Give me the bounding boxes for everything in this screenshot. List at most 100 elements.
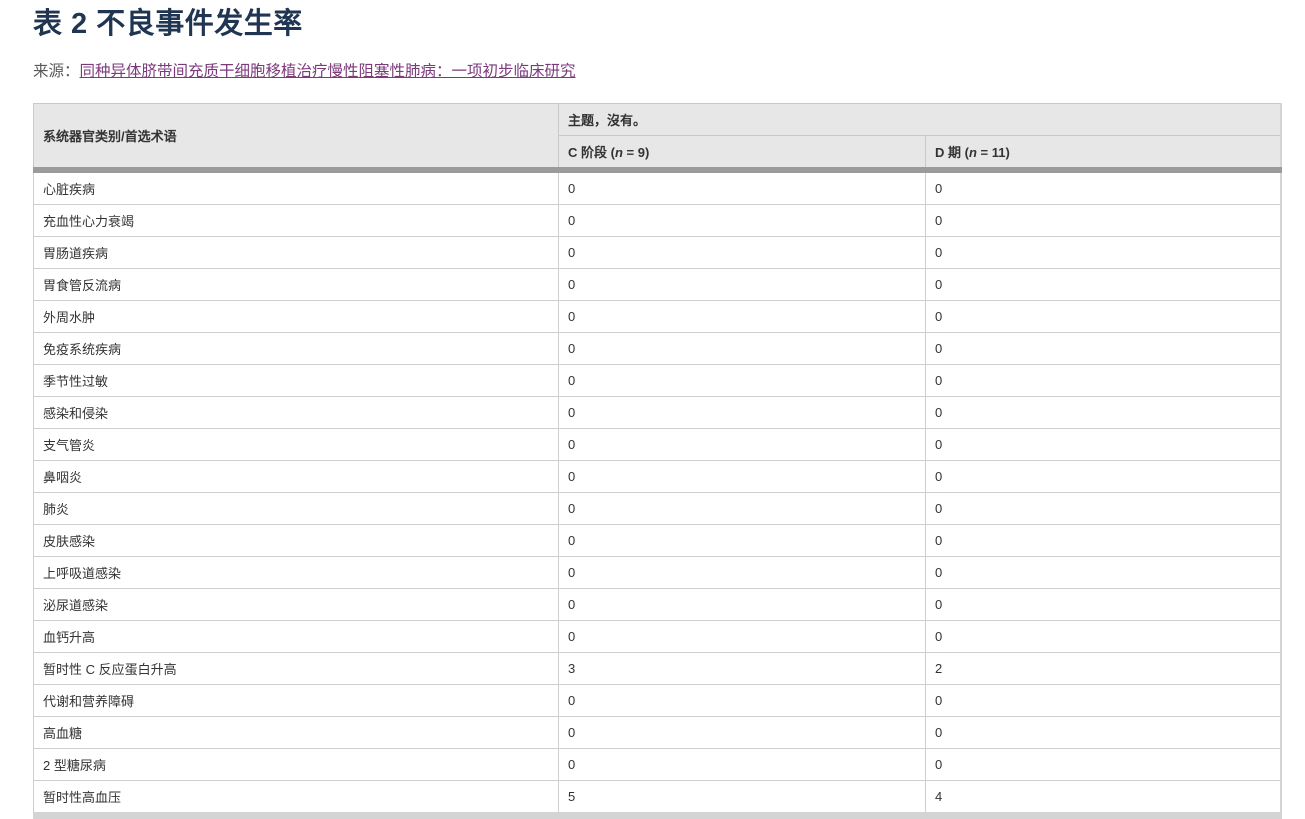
stage-d-value-cell: 0 bbox=[924, 268, 1282, 302]
table-row: 心脏疾病 0 0 bbox=[33, 169, 1282, 206]
table-row: 胃食管反流病 0 0 bbox=[33, 268, 1282, 302]
row-label-cell: 代谢和营养障碍 bbox=[33, 684, 559, 718]
stage-d-value-cell: 0 bbox=[924, 204, 1282, 238]
stage-d-value-cell: 0 bbox=[924, 556, 1282, 590]
stage-c-value-cell: 0 bbox=[558, 684, 926, 718]
stage-d-value-cell: 0 bbox=[924, 332, 1282, 366]
stage-c-value-cell: 0 bbox=[558, 556, 926, 590]
table-row: 泌尿道感染 0 0 bbox=[33, 588, 1282, 622]
table-row: 感染和侵染 0 0 bbox=[33, 396, 1282, 430]
stage-d-value-cell: 0 bbox=[924, 492, 1282, 526]
row-label-cell: 心脏疾病 bbox=[33, 169, 559, 206]
stage-d-value-cell: 0 bbox=[924, 460, 1282, 494]
stage-c-value-cell: 0 bbox=[558, 716, 926, 750]
stage-d-value-cell: 0 bbox=[924, 364, 1282, 398]
stage-d-value-cell: 0 bbox=[924, 588, 1282, 622]
stage-c-value-cell: 0 bbox=[558, 169, 926, 206]
row-label-cell: 肺炎 bbox=[33, 492, 559, 526]
stage-c-value-cell: 0 bbox=[558, 268, 926, 302]
stage-d-value-cell: 0 bbox=[924, 748, 1282, 782]
stage-c-n-variable: n bbox=[614, 145, 623, 161]
row-label-cell: 支气管炎 bbox=[33, 428, 559, 462]
stage-d-value-cell: 0 bbox=[924, 428, 1282, 462]
stage-c-value-cell: 0 bbox=[558, 524, 926, 558]
adverse-events-table: 系统器官类别/首选术语 主题，沒有。 C 阶段 (n = 9) D 期 (n =… bbox=[33, 103, 1282, 819]
stage-c-value-cell: 0 bbox=[558, 236, 926, 270]
stage-d-label-pre: D 期 ( bbox=[935, 145, 969, 161]
stage-c-value-cell: 0 bbox=[558, 620, 926, 654]
table-row: 肺炎 0 0 bbox=[33, 492, 1282, 526]
stage-d-value-cell: 2 bbox=[924, 652, 1282, 686]
table-row: 代谢和营养障碍 0 0 bbox=[33, 684, 1282, 718]
row-label-cell: 鼻咽炎 bbox=[33, 460, 559, 494]
table-row: 上呼吸道感染 0 0 bbox=[33, 556, 1282, 590]
row-label-cell: 外周水肿 bbox=[33, 300, 559, 334]
table-row: 暂时性 C 反应蛋白升高 3 2 bbox=[33, 652, 1282, 686]
table-row: 暂时性高血压 5 4 bbox=[33, 780, 1282, 817]
stage-d-value-cell: 0 bbox=[924, 169, 1282, 206]
stage-c-value-cell: 0 bbox=[558, 492, 926, 526]
stage-c-label-pre: C 阶段 ( bbox=[568, 145, 615, 161]
table-row: 支气管炎 0 0 bbox=[33, 428, 1282, 462]
column-header-soc-pt: 系统器官类别/首选术语 bbox=[33, 103, 559, 174]
table-row: 胃肠道疾病 0 0 bbox=[33, 236, 1282, 270]
row-label-cell: 高血糖 bbox=[33, 716, 559, 750]
stage-d-value-cell: 0 bbox=[924, 396, 1282, 430]
stage-c-value-cell: 5 bbox=[558, 780, 926, 817]
table-row: 血钙升高 0 0 bbox=[33, 620, 1282, 654]
row-label-cell: 2 型糖尿病 bbox=[33, 748, 559, 782]
row-label-cell: 胃食管反流病 bbox=[33, 268, 559, 302]
row-label-cell: 上呼吸道感染 bbox=[33, 556, 559, 590]
stage-c-value-cell: 0 bbox=[558, 364, 926, 398]
table-header-row-stages: C 阶段 (n = 9) D 期 (n = 11) bbox=[34, 135, 1282, 174]
row-label-cell: 胃肠道疾病 bbox=[33, 236, 559, 270]
table-row: 季节性过敏 0 0 bbox=[33, 364, 1282, 398]
stage-d-value-cell: 0 bbox=[924, 684, 1282, 718]
row-label-cell: 感染和侵染 bbox=[33, 396, 559, 430]
stage-c-value-cell: 0 bbox=[558, 204, 926, 238]
row-label-cell: 免疫系统疾病 bbox=[33, 332, 559, 366]
page-title: 表 2 不良事件发生率 bbox=[33, 8, 303, 40]
table-row: 鼻咽炎 0 0 bbox=[33, 460, 1282, 494]
row-label-cell: 暂时性高血压 bbox=[33, 780, 559, 817]
stage-c-value-cell: 0 bbox=[558, 748, 926, 782]
source-line: 来源：同种异体脐带间充质干细胞移植治疗慢性阻塞性肺病：一项初步临床研究 bbox=[33, 59, 1280, 81]
stage-c-value-cell: 0 bbox=[558, 588, 926, 622]
column-header-stage-d: D 期 (n = 11) bbox=[924, 135, 1282, 174]
row-label-cell: 泌尿道感染 bbox=[33, 588, 559, 622]
stage-d-value-cell: 4 bbox=[924, 780, 1282, 817]
table-body: 心脏疾病 0 0 充血性心力衰竭 0 0 胃肠道疾病 0 0 胃食管反流病 0 0 外周水肿 0 0 免疫系统… bbox=[33, 169, 1282, 817]
table-row: 高血糖 0 0 bbox=[33, 716, 1282, 750]
stage-c-value-cell: 0 bbox=[558, 396, 926, 430]
stage-c-label-post: = 9) bbox=[622, 145, 650, 161]
row-label-cell: 皮肤感染 bbox=[33, 524, 559, 558]
stage-c-value-cell: 0 bbox=[558, 428, 926, 462]
table-row: 皮肤感染 0 0 bbox=[33, 524, 1282, 558]
table-header-row-group: 系统器官类别/首选术语 主题，沒有。 bbox=[33, 103, 1282, 174]
stage-d-value-cell: 0 bbox=[924, 524, 1282, 558]
stage-d-n-variable: n bbox=[968, 145, 977, 161]
row-label-cell: 暂时性 C 反应蛋白升高 bbox=[33, 652, 559, 686]
row-label-cell: 充血性心力衰竭 bbox=[33, 204, 559, 238]
stage-d-value-cell: 0 bbox=[924, 716, 1282, 750]
row-label-cell: 季节性过敏 bbox=[33, 364, 559, 398]
table-row: 外周水肿 0 0 bbox=[33, 300, 1282, 334]
source-link[interactable]: 同种异体脐带间充质干细胞移植治疗慢性阻塞性肺病：一项初步临床研究 bbox=[79, 63, 576, 81]
stage-c-value-cell: 0 bbox=[558, 460, 926, 494]
table-row: 2 型糖尿病 0 0 bbox=[33, 748, 1282, 782]
column-group-header-subjects: 主题，沒有。 bbox=[557, 103, 1282, 137]
table-header: 系统器官类别/首选术语 主题，沒有。 C 阶段 (n = 9) D 期 (n =… bbox=[33, 103, 1282, 174]
stage-c-value-cell: 3 bbox=[558, 652, 926, 686]
stage-c-value-cell: 0 bbox=[558, 332, 926, 366]
row-label-cell: 血钙升高 bbox=[33, 620, 559, 654]
table-row: 充血性心力衰竭 0 0 bbox=[33, 204, 1282, 238]
source-label: 来源： bbox=[33, 63, 80, 81]
stage-d-value-cell: 0 bbox=[924, 236, 1282, 270]
column-header-stage-c: C 阶段 (n = 9) bbox=[558, 135, 926, 174]
stage-c-value-cell: 0 bbox=[558, 300, 926, 334]
table-row: 免疫系统疾病 0 0 bbox=[33, 332, 1282, 366]
stage-d-label-post: = 11) bbox=[976, 145, 1010, 161]
stage-d-value-cell: 0 bbox=[924, 620, 1282, 654]
stage-d-value-cell: 0 bbox=[924, 300, 1282, 334]
